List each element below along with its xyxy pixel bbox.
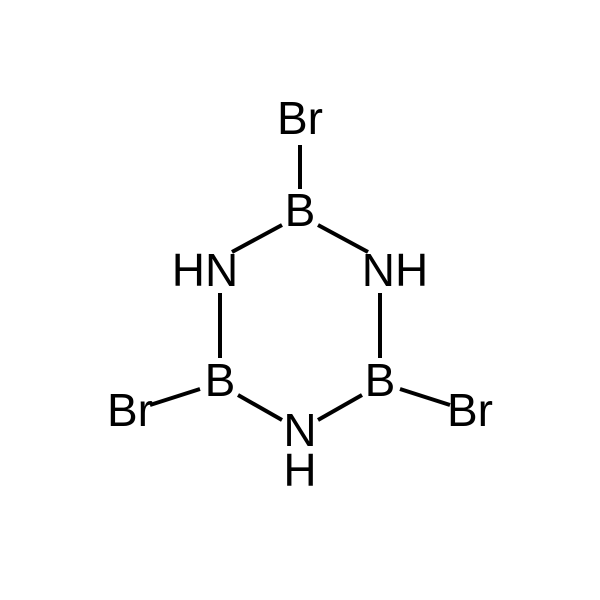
atom-B3: B [205,354,236,406]
atom-Br5: Br [447,384,493,436]
bond-N4-B5 [318,395,362,420]
bond-B5-Br5 [400,389,450,405]
atom-B5: B [365,354,396,406]
bond-N6-B1 [318,225,368,252]
atom-N4H: H [283,444,316,496]
atom-N6: NH [362,244,428,296]
bond-B3-Br3 [150,389,200,405]
atom-Br1: Br [277,92,323,144]
bond-B3-N4 [238,395,282,420]
atom-N2: HN [172,244,238,296]
atom-B1: B [285,184,316,236]
molecule-diagram: BHNBNHBNHBrBrBr [0,0,600,600]
bond-B1-N2 [232,225,282,252]
atom-Br3: Br [107,384,153,436]
